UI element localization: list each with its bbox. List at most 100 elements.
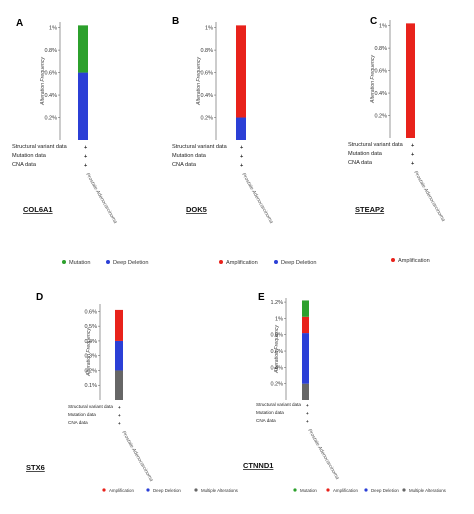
- panel-d-legend-swatch: [146, 488, 150, 492]
- panel-d-row-marker: +: [118, 405, 121, 410]
- panel-b-legend-swatch: [274, 260, 278, 264]
- panel-a-tick-label: 1%: [49, 26, 57, 32]
- panel-b-bar-amplification: [236, 25, 246, 118]
- panel-d-gene-name: STX6: [26, 463, 45, 472]
- panel-e-row-marker: +: [306, 419, 309, 424]
- panel-d-bar-amplification: [115, 309, 123, 341]
- panel-d-legend-swatch: [194, 488, 198, 492]
- panel-e-bar-multiple-alterations: [302, 383, 309, 400]
- panel-a-bar-deep-deletion: [78, 72, 88, 140]
- panel-e-legend-swatch: [293, 488, 297, 492]
- panel-b-tick-label: 0.2%: [200, 116, 213, 122]
- panel-b-gene-name: DOK5: [186, 205, 207, 214]
- panel-e-legend-swatch: [326, 488, 330, 492]
- panel-e-cancer-type: Prostate Adenocarcinoma: [306, 428, 340, 481]
- panel-b-row-label: Structural variant data: [172, 144, 228, 150]
- panel-d-row-label: Mutation data: [68, 412, 96, 417]
- panel-c-legend-label: Amplification: [398, 258, 430, 264]
- panel-b-tick-label: 0.4%: [200, 93, 213, 99]
- panel-e-legend-label: Amplification: [333, 488, 358, 493]
- panel-e-gene-name: CTNND1: [243, 461, 273, 470]
- panel-d-label: D: [36, 292, 43, 303]
- panel-d-bar-multiple-alterations: [115, 370, 123, 400]
- panel-d-cancer-type: Prostate Adenocarcinoma: [120, 430, 154, 483]
- panel-b-tick-label: 0.8%: [200, 48, 213, 54]
- panel-b-cancer-type: Prostate Adenocarcinoma: [240, 172, 274, 225]
- panel-a-row-marker: +: [84, 145, 88, 151]
- panel-e-label: E: [258, 292, 265, 303]
- panel-c-row-marker: +: [411, 152, 415, 158]
- panel-b-row-marker: +: [240, 163, 244, 169]
- panel-d-y-axis-label: Alteration Frequency: [86, 328, 92, 377]
- panel-c-cancer-type: Prostate Adenocarcinoma: [412, 170, 446, 223]
- panel-d-legend-label: Multiple Alterations: [201, 488, 239, 493]
- panel-a-row-marker: +: [84, 154, 88, 160]
- panel-e-row-label: Structural variant data: [256, 402, 301, 407]
- panel-c-tick-label: 0.6%: [374, 69, 387, 75]
- panel-a-tick-label: 0.4%: [44, 93, 57, 99]
- panel-e-legend-swatch: [402, 488, 406, 492]
- panel-a-tick-label: 0.6%: [44, 71, 57, 77]
- panel-d-tick-label: 0.5%: [84, 324, 97, 330]
- panel-b-tick-label: 0.6%: [200, 71, 213, 77]
- panel-b-label: B: [172, 16, 179, 27]
- panel-d-tick-label: 0.1%: [84, 383, 97, 389]
- panel-c-row-label: Mutation data: [348, 151, 383, 157]
- panel-a-tick-label: 0.8%: [44, 48, 57, 54]
- panel-b-tick-label: 1%: [205, 26, 213, 32]
- panel-d-legend-label: Amplification: [109, 488, 134, 493]
- panel-d-row-label: Structural variant data: [68, 404, 113, 409]
- panel-a-bar-mutation: [78, 25, 88, 73]
- panel-b-row-label: Mutation data: [172, 153, 207, 159]
- panel-b-legend-swatch: [219, 260, 223, 264]
- panel-d-legend-swatch: [102, 488, 106, 492]
- panel-e-tick-label: 1.2%: [270, 300, 283, 306]
- panel-b-y-axis-label: Alteration Frequency: [196, 57, 202, 106]
- panel-d-tick-label: 0.2%: [84, 368, 97, 374]
- panel-c-legend-swatch: [391, 258, 395, 262]
- panel-e-legend-label: Multiple Alterations: [409, 488, 447, 493]
- panel-e-legend-label: Mutation: [300, 488, 317, 493]
- panel-a-row-label: Structural variant data: [12, 144, 68, 150]
- panel-d-tick-label: 0.4%: [84, 339, 97, 345]
- panel-c-y-axis-label: Alteration Frequency: [370, 55, 376, 104]
- panel-d-bar-deep-deletion: [115, 340, 123, 371]
- panel-e-y-axis-label: Alteration Frequency: [274, 325, 280, 374]
- panel-a-legend-swatch: [106, 260, 110, 264]
- panel-e-row-label: CNA data: [256, 418, 276, 423]
- panel-e-row-marker: +: [306, 403, 309, 408]
- panel-c-row-label: CNA data: [348, 160, 373, 166]
- panel-d-tick-label: 0.6%: [84, 309, 97, 315]
- panel-b-bar-deep-deletion: [236, 117, 246, 140]
- panel-a-tick-label: 0.2%: [44, 116, 57, 122]
- panel-c-row-label: Structural variant data: [348, 142, 404, 148]
- panel-c-row-marker: +: [411, 143, 415, 149]
- panel-b-legend-label: Deep Deletion: [281, 260, 316, 266]
- panel-e-tick-label: 0.4%: [270, 365, 283, 371]
- panel-c-tick-label: 0.2%: [374, 114, 387, 120]
- panel-a-y-axis-label: Alteration Frequency: [40, 57, 46, 106]
- panel-e-legend-swatch: [364, 488, 368, 492]
- panel-c-bar-amplification: [406, 23, 415, 138]
- panel-c-tick-label: 0.8%: [374, 46, 387, 52]
- panel-a-legend-swatch: [62, 260, 66, 264]
- panel-e-bar-amplification: [302, 316, 309, 334]
- panel-e-bar-mutation: [302, 300, 309, 317]
- panel-d-legend-label: Deep Deletion: [153, 488, 181, 493]
- panel-e-tick-label: 1%: [275, 316, 283, 322]
- panel-d-row-marker: +: [118, 421, 121, 426]
- panel-c-tick-label: 1%: [379, 24, 387, 30]
- panel-a-row-label: CNA data: [12, 162, 37, 168]
- panel-d-row-label: CNA data: [68, 420, 88, 425]
- panel-d-row-marker: +: [118, 413, 121, 418]
- panel-c-gene-name: STEAP2: [355, 205, 384, 214]
- panel-a-cancer-type: Prostate Adenocarcinoma: [84, 172, 118, 225]
- panel-e-row-marker: +: [306, 411, 309, 416]
- panel-a-legend-label: Mutation: [69, 260, 90, 266]
- panel-c-label: C: [370, 16, 377, 27]
- panel-d-tick-label: 0.3%: [84, 354, 97, 360]
- panel-b-legend-label: Amplification: [226, 260, 258, 266]
- panel-e-bar-deep-deletion: [302, 333, 309, 384]
- panel-b-row-label: CNA data: [172, 162, 197, 168]
